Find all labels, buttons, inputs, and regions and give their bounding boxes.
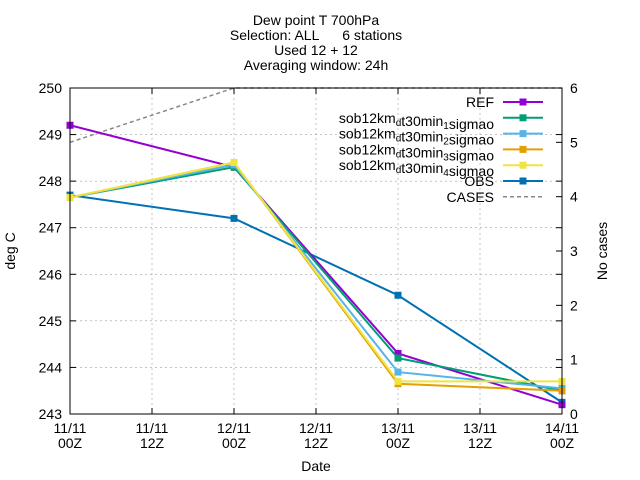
x-tick-label-time: 12Z: [140, 435, 165, 451]
series-line: [69, 124, 563, 406]
legend-label: sob12kmdt30min4sigmao: [339, 157, 494, 179]
y2-tick-label: 4: [570, 189, 578, 205]
y-tick-label: 249: [39, 127, 63, 143]
y-tick-label: 244: [39, 359, 63, 375]
y-tick-label: 250: [39, 80, 63, 96]
chart-title-line: Used 12 + 12: [274, 42, 358, 58]
x-tick-label-date: 14/11: [545, 420, 579, 436]
legend-item: sob12kmdt30min4sigmao: [339, 157, 543, 179]
data-point: [230, 214, 238, 222]
x-tick-label-time: 00Z: [386, 435, 411, 451]
legend-marker: [519, 98, 527, 106]
legend-label: sob12kmdt30min1sigmao: [339, 110, 494, 132]
x-tick-label-time: 00Z: [58, 435, 83, 451]
data-point: [230, 159, 238, 167]
data-point: [394, 349, 402, 357]
x-tick-label-time: 12Z: [468, 435, 493, 451]
y2-tick-label: 0: [570, 406, 578, 422]
legend-label: OBS: [464, 173, 494, 189]
legend-marker: [519, 161, 527, 169]
data-point: [394, 377, 402, 385]
legend-marker: [519, 114, 527, 122]
chart-title-line: Selection: ALL 6 stations: [230, 27, 402, 43]
y-tick-label: 245: [39, 313, 63, 329]
legend-label: sob12kmdt30min3sigmao: [339, 141, 494, 163]
legend-marker: [519, 130, 527, 138]
x-tick-label-time: 12Z: [304, 435, 329, 451]
y-tick-label: 248: [39, 173, 63, 189]
series-line: [69, 194, 563, 404]
legend-item: OBS: [464, 173, 543, 189]
legend-item: CASES: [447, 189, 543, 205]
chart-title-line: Averaging window: 24h: [244, 57, 389, 73]
y2-axis-label: No cases: [594, 222, 610, 280]
y2-tick-label: 6: [570, 80, 578, 96]
series-line: [69, 163, 563, 390]
y-tick-label: 247: [39, 220, 63, 236]
x-tick-label-date: 12/11: [299, 420, 333, 436]
x-tick-label-date: 13/11: [381, 420, 415, 436]
y2-tick-label: 1: [570, 352, 578, 368]
y-tick-label: 246: [39, 266, 63, 282]
legend-label: REF: [466, 94, 494, 110]
series-line: [69, 161, 562, 383]
legend: REFsob12kmdt30min1sigmaosob12kmdt30min2s…: [339, 94, 543, 205]
x-tick-label-time: 00Z: [222, 435, 247, 451]
x-tick-label-date: 11/11: [136, 420, 169, 436]
y2-tick-label: 5: [570, 134, 578, 150]
series-line: [69, 166, 563, 392]
x-tick-label-date: 13/11: [463, 420, 497, 436]
legend-item: sob12kmdt30min3sigmao: [339, 141, 543, 163]
data-point: [394, 368, 402, 376]
x-tick-label-date: 12/11: [217, 420, 251, 436]
x-tick-label-date: 11/11: [54, 420, 87, 436]
legend-marker: [519, 145, 527, 153]
legend-item: REF: [466, 94, 543, 110]
y2-tick-label: 2: [570, 297, 578, 313]
y-tick-label: 243: [39, 406, 63, 422]
x-tick-label-time: 00Z: [550, 435, 575, 451]
data-point: [394, 291, 402, 299]
data-point: [394, 354, 402, 362]
legend-item: sob12kmdt30min2sigmao: [339, 126, 543, 148]
axis-ticks: 243244245246247248249250012345611/1100Z1…: [39, 80, 580, 451]
legend-label: CASES: [447, 189, 494, 205]
x-axis-label: Date: [301, 458, 331, 474]
y2-tick-label: 3: [570, 243, 578, 259]
chart-title-line: Dew point T 700hPa: [253, 12, 380, 28]
legend-marker: [519, 177, 527, 185]
legend-label: sob12kmdt30min2sigmao: [339, 126, 494, 148]
y-axis-label: deg C: [2, 232, 18, 269]
legend-item: sob12kmdt30min1sigmao: [339, 110, 543, 132]
